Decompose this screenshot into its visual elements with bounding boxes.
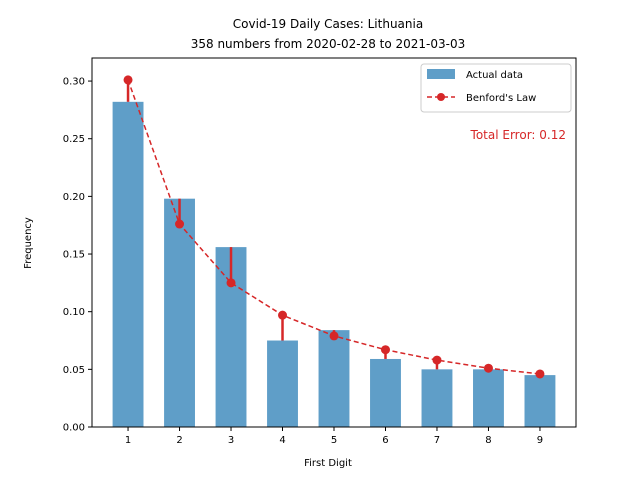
legend-label-actual-data: Actual data [466,70,523,81]
chart-title: Covid-19 Daily Cases: Lithuania [233,17,423,31]
y-tick-label-0: 0.00 [63,423,85,434]
y-tick-label-6: 0.30 [63,77,85,88]
y-tick-label-3: 0.15 [63,250,85,261]
x-tick-label-9: 9 [537,435,543,446]
benford-point-digit-9 [535,369,545,379]
bar-digit-7 [421,369,453,427]
x-tick-label-2: 2 [176,435,182,446]
total-error-annotation: Total Error: 0.12 [470,128,566,142]
bars-layer [112,101,556,427]
bar-digit-1 [112,101,144,427]
x-tick-label-1: 1 [125,435,131,446]
bar-digit-8 [473,369,504,427]
x-tick-label-6: 6 [382,435,388,446]
bar-digit-2 [164,198,195,427]
benford-point-digit-2 [175,219,185,229]
benford-point-digit-5 [329,331,339,341]
legend-label-benford: Benford's Law [466,93,536,104]
x-tick-label-3: 3 [228,435,234,446]
legend-box [420,63,572,113]
ticks-layer: 1 2 3 4 5 6 7 8 9 0.00 0.05 0.10 0.15 0.20 0.25 0.30 [63,77,543,446]
chart-subtitle: 358 numbers from 2020-02-28 to 2021-03-0… [191,37,466,51]
y-tick-label-5: 0.25 [63,134,85,145]
y-axis-title: Frequency [23,217,34,269]
bar-digit-5 [318,330,350,427]
benford-point-digit-6 [380,345,390,355]
y-tick-label-2: 0.10 [63,307,85,318]
benford-point-digit-4 [278,310,288,320]
x-tick-label-5: 5 [331,435,337,446]
benford-point-digit-3 [226,278,236,288]
benford-point-digit-7 [432,355,442,365]
legend-swatch-actual-data [427,69,455,79]
bar-digit-9 [524,375,556,427]
y-tick-label-4: 0.20 [63,192,85,203]
x-tick-label-8: 8 [485,435,491,446]
y-tick-label-1: 0.05 [63,365,85,376]
legend: Actual data Benford's Law [420,63,572,113]
benford-point-digit-8 [483,363,493,373]
bar-digit-4 [267,340,298,427]
legend-swatch-benford-marker [437,93,445,101]
benford-line-layer [123,75,545,379]
x-tick-label-7: 7 [434,435,440,446]
x-axis-title: First Digit [304,458,352,469]
x-tick-label-4: 4 [279,435,285,446]
bar-digit-6 [370,358,401,427]
benford-point-digit-1 [123,75,133,85]
